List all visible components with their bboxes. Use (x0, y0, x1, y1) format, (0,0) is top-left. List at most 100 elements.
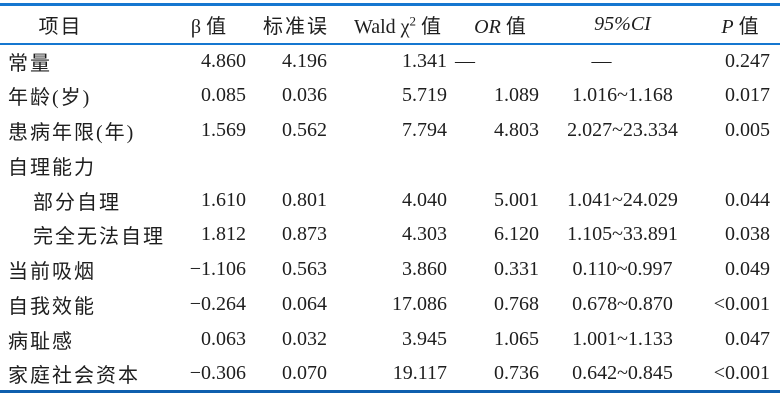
table-row: 部分自理 1.610 0.801 4.040 5.001 1.041~24.02… (0, 183, 780, 218)
cell-p: <0.001 (713, 361, 770, 384)
cell-ci: 0.110~0.997 (572, 258, 673, 281)
cell-or: 1.089 (494, 84, 539, 107)
cell-p: 0.017 (725, 84, 770, 107)
beta-suffix-label: 值 (206, 15, 227, 38)
cell-p: 0.044 (725, 188, 770, 211)
cell-wald: 4.303 (402, 223, 447, 246)
cell-or: 0.331 (494, 258, 539, 281)
cell-wald: 17.086 (392, 292, 447, 315)
cell-item: 家庭社会资本 (8, 364, 140, 387)
cell-or: 1.065 (494, 327, 539, 350)
cell-ci: — (591, 49, 612, 72)
cell-beta (165, 148, 252, 183)
table-row: 病耻感 0.063 0.032 3.945 1.065 1.001~1.133 … (0, 322, 780, 357)
cell-ci: 1.016~1.168 (572, 84, 673, 107)
cell-ci: 1.105~33.891 (567, 223, 678, 246)
cell-or (455, 148, 545, 183)
cell-item: 当前吸烟 (8, 261, 96, 284)
cell-se: 0.036 (282, 84, 327, 107)
column-header-item-label: 项目 (38, 15, 83, 38)
cell-se: 0.562 (282, 118, 327, 141)
cell-ci: 1.001~1.133 (572, 327, 673, 350)
cell-item: 病耻感 (8, 330, 74, 353)
cell-p: 0.049 (725, 258, 770, 281)
cell-wald: 19.117 (392, 361, 447, 384)
table-row: 年龄(岁) 0.085 0.036 5.719 1.089 1.016~1.16… (0, 78, 780, 113)
cell-item: 自我效能 (8, 295, 96, 318)
cell-beta: 1.610 (201, 188, 246, 211)
cell-item: 年龄(岁) (8, 87, 92, 110)
cell-or: 6.120 (494, 223, 539, 246)
or-suffix-label: 值 (505, 15, 526, 38)
column-header-wald: Wald χ2 值 (340, 5, 455, 44)
cell-se: 0.801 (282, 188, 327, 211)
p-suffix-label: 值 (738, 15, 759, 38)
cell-or: 0.736 (494, 361, 539, 384)
cell-ci: 2.027~23.334 (567, 118, 678, 141)
cell-p: 0.038 (725, 223, 770, 246)
se-label: 标准误 (263, 15, 329, 38)
cell-p: 0.005 (725, 118, 770, 141)
table-row: 完全无法自理 1.812 0.873 4.303 6.120 1.105~33.… (0, 217, 780, 252)
wald-chi-label: Wald χ (353, 15, 410, 38)
p-symbol: P (721, 15, 734, 38)
cell-p: 0.247 (725, 49, 770, 72)
cell-wald: 4.040 (402, 188, 447, 211)
cell-item: 部分自理 (33, 191, 121, 214)
cell-wald: 1.341 (402, 49, 447, 72)
cell-se: 4.196 (282, 49, 327, 72)
or-symbol: OR (474, 15, 501, 38)
cell-ci (545, 148, 700, 183)
cell-ci: 0.678~0.870 (572, 292, 673, 315)
cell-beta: −1.106 (189, 258, 246, 281)
cell-item: 完全无法自理 (33, 226, 165, 249)
cell-beta: 0.085 (201, 84, 246, 107)
table-row: 患病年限(年) 1.569 0.562 7.794 4.803 2.027~23… (0, 113, 780, 148)
cell-beta: −0.264 (189, 292, 246, 315)
wald-superscript: 2 (409, 13, 417, 29)
column-header-ci: 95%CI (545, 5, 700, 44)
table-row: 自理能力 (0, 148, 780, 183)
cell-wald: 5.719 (402, 84, 447, 107)
cell-item: 自理能力 (8, 156, 96, 179)
cell-ci: 1.041~24.029 (567, 188, 678, 211)
cell-p: <0.001 (713, 292, 770, 315)
cell-se: 0.032 (282, 327, 327, 350)
cell-beta: 0.063 (201, 327, 246, 350)
cell-se (252, 148, 340, 183)
table-row: 当前吸烟 −1.106 0.563 3.860 0.331 0.110~0.99… (0, 252, 780, 287)
column-header-item: 项目 (0, 5, 165, 44)
wald-suffix-label: 值 (421, 15, 442, 38)
cell-beta: −0.306 (189, 361, 246, 384)
table-body: 常量 4.860 4.196 1.341 — — 0.247 年龄(岁) 0.0… (0, 44, 780, 392)
cell-or: 0.768 (494, 292, 539, 315)
cell-wald: 3.860 (402, 258, 447, 281)
cell-se: 0.070 (282, 361, 327, 384)
cell-se: 0.064 (282, 292, 327, 315)
cell-ci: 0.642~0.845 (572, 361, 673, 384)
ci-label: 95%CI (594, 12, 651, 35)
table-row: 常量 4.860 4.196 1.341 — — 0.247 (0, 44, 780, 79)
cell-wald: 7.794 (402, 118, 447, 141)
cell-wald: 3.945 (402, 327, 447, 350)
cell-wald (340, 148, 455, 183)
cell-p (700, 148, 780, 183)
cell-beta: 1.569 (201, 118, 246, 141)
table-row: 自我效能 −0.264 0.064 17.086 0.768 0.678~0.8… (0, 287, 780, 322)
cell-se: 0.873 (282, 223, 327, 246)
cell-or: 5.001 (494, 188, 539, 211)
beta-symbol: β (190, 15, 202, 38)
cell-item: 患病年限(年) (8, 121, 136, 144)
cell-se: 0.563 (282, 258, 327, 281)
column-header-or: OR 值 (455, 5, 545, 44)
cell-p: 0.047 (725, 327, 770, 350)
cell-beta: 4.860 (201, 49, 246, 72)
cell-item: 常量 (8, 52, 52, 75)
cell-or: — (455, 49, 475, 72)
cell-beta: 1.812 (201, 223, 246, 246)
